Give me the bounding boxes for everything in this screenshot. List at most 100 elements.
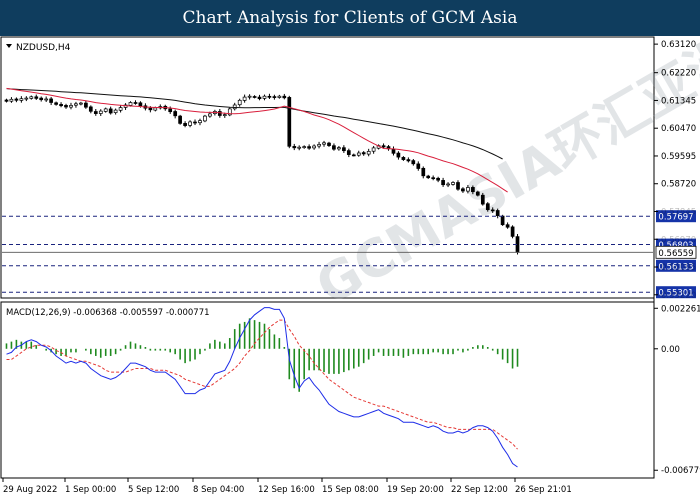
price-tick-label: 0.63120 (661, 40, 696, 50)
candle (34, 96, 39, 99)
macd-tick-label: 0.002261 (661, 304, 700, 314)
candle (337, 147, 341, 150)
candle (471, 187, 475, 193)
candle (416, 163, 421, 169)
candle (128, 102, 133, 106)
time-tick-label: 8 Sep 04:00 (193, 485, 244, 495)
candle (227, 108, 232, 116)
candle (29, 96, 34, 99)
time-tick-label: 12 Sep 16:00 (258, 485, 315, 495)
candle (198, 120, 202, 124)
candle (490, 209, 495, 212)
level-label: 0.55301 (658, 289, 693, 299)
candle (277, 95, 282, 98)
candle (282, 95, 287, 99)
macd-signal-line (6, 319, 518, 450)
candle (351, 154, 356, 157)
candle (242, 96, 247, 101)
candle (406, 159, 411, 162)
candle (19, 98, 24, 101)
candle (327, 142, 331, 146)
candle (232, 104, 237, 110)
candle (93, 111, 98, 114)
candle (307, 146, 311, 149)
candle (510, 226, 515, 237)
price-tick-label: 0.62220 (661, 69, 696, 79)
macd-title: MACD(12,26,9) -0.006368 -0.005597 -0.000… (6, 308, 210, 318)
candle (79, 102, 83, 105)
candle (411, 160, 416, 165)
price-tick-label: 0.58720 (661, 180, 696, 190)
price-chart[interactable]: GCMASIA环汇亚洲 0.576970.568030.561330.55301… (0, 36, 700, 500)
price-tick-label: 0.60470 (661, 124, 696, 134)
candle (168, 108, 173, 113)
candle (44, 98, 49, 101)
ma-slow-line (6, 88, 503, 160)
candle (148, 107, 153, 111)
price-tick-label: 0.56095 (661, 263, 696, 273)
candle (391, 148, 396, 154)
candle (103, 108, 108, 112)
candle (188, 121, 192, 126)
candle (396, 152, 401, 158)
candle (346, 150, 351, 155)
candle (69, 105, 73, 108)
candle (4, 99, 9, 102)
price-tick-label: 0.61345 (661, 96, 696, 106)
candle (262, 95, 267, 99)
candle (247, 95, 252, 98)
candle (217, 111, 222, 116)
candle (14, 98, 19, 101)
time-axis: 29 Aug 2022 1 Sep 00:00 5 Sep 12:00 8 Sep 0… (2, 478, 572, 495)
candle (441, 180, 445, 186)
candle (252, 96, 257, 98)
candle (292, 146, 297, 149)
macd-tick-label: 0.00 (661, 345, 680, 355)
candle (342, 147, 346, 152)
candle (74, 103, 78, 106)
candle (366, 151, 371, 155)
candle (39, 97, 44, 101)
candle (257, 96, 262, 100)
price-tick-label: 0.55220 (661, 291, 696, 301)
candle (222, 114, 227, 116)
candle (446, 183, 450, 186)
candle (495, 210, 500, 217)
page-header: Chart Analysis for Clients of GCM Asia (0, 0, 700, 36)
candle (431, 177, 436, 180)
candle (297, 146, 302, 149)
time-tick-label: 29 Aug 2022 (3, 485, 57, 495)
current-price-label-bg (655, 245, 697, 259)
candle (426, 175, 431, 179)
candle (24, 97, 29, 100)
candle (485, 203, 490, 211)
symbol-label: NZDUSD,H4 (6, 43, 71, 53)
candle (302, 146, 307, 148)
price-tick-label: 0.57845 (661, 208, 696, 218)
time-tick-label: 5 Sep 12:00 (128, 485, 179, 495)
candle (193, 121, 197, 124)
candle (98, 110, 103, 114)
candle (237, 99, 242, 106)
time-tick-label: 22 Sep 12:00 (451, 485, 508, 495)
symbol-text: NZDUSD,H4 (16, 43, 71, 53)
candle (500, 215, 505, 226)
candle (9, 98, 14, 102)
candle (436, 177, 440, 181)
candle (287, 97, 292, 147)
dropdown-triangle-icon[interactable] (6, 44, 12, 48)
candle (461, 188, 465, 192)
candle (456, 182, 460, 190)
time-tick-label: 26 Sep 21:01 (515, 485, 572, 495)
candle (153, 107, 158, 111)
candle (272, 96, 277, 98)
level-label-bg (656, 210, 696, 223)
candle (203, 115, 207, 122)
candle (475, 191, 480, 196)
candle (173, 111, 178, 117)
candle (267, 95, 272, 98)
level-label: 0.57697 (658, 213, 693, 223)
candle (466, 187, 470, 192)
candle (88, 106, 93, 112)
candle (332, 145, 336, 150)
